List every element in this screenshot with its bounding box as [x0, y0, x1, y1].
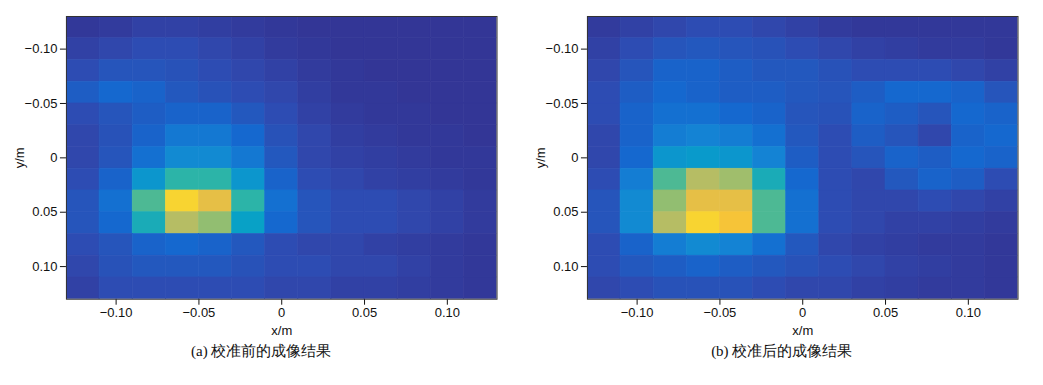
- svg-text:0: 0: [571, 150, 578, 165]
- svg-text:y/m: y/m: [12, 147, 27, 168]
- svg-text:0.05: 0.05: [553, 204, 578, 219]
- svg-text:−0.05: −0.05: [183, 305, 216, 320]
- svg-text:y/m: y/m: [532, 147, 547, 168]
- svg-text:x/m: x/m: [792, 323, 813, 338]
- svg-text:−0.10: −0.10: [25, 41, 58, 56]
- svg-text:0.10: 0.10: [553, 259, 578, 274]
- svg-text:0.05: 0.05: [32, 204, 57, 219]
- svg-text:−0.10: −0.10: [620, 305, 653, 320]
- svg-text:0: 0: [278, 305, 285, 320]
- svg-text:0.05: 0.05: [872, 305, 897, 320]
- svg-text:0.10: 0.10: [955, 305, 980, 320]
- html-text:(a) 校准前的成像结果: (a) 校准前的成像结果: [191, 342, 332, 359]
- svg-text:0.10: 0.10: [435, 305, 460, 320]
- svg-text:x/m: x/m: [271, 323, 292, 338]
- svg-text:−0.10: −0.10: [100, 305, 133, 320]
- svg-text:−0.05: −0.05: [25, 96, 58, 111]
- svg-text:0: 0: [799, 305, 806, 320]
- html-text:(b) 校准后的成像结果: (b) 校准后的成像结果: [711, 342, 853, 359]
- svg-text:0.10: 0.10: [32, 259, 57, 274]
- svg-text:−0.05: −0.05: [545, 96, 578, 111]
- svg-text:−0.05: −0.05: [703, 305, 736, 320]
- svg-text:0.05: 0.05: [352, 305, 377, 320]
- svg-text:−0.10: −0.10: [545, 41, 578, 56]
- svg-text:0: 0: [50, 150, 57, 165]
